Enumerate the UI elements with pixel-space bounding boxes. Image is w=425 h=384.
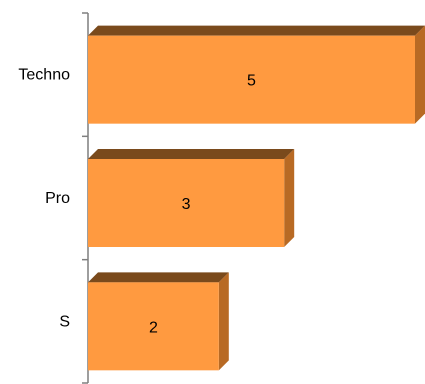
bar-side-face — [284, 149, 295, 247]
bar-value-label: 3 — [182, 196, 191, 213]
bar-top-face — [88, 25, 425, 36]
labels: 5 Techno 3 Pro 2 S — [18, 67, 256, 337]
bars — [88, 25, 425, 371]
category-label: Pro — [45, 190, 70, 207]
bar — [88, 282, 219, 371]
bar-side-face — [415, 25, 425, 124]
y-axis — [82, 12, 89, 384]
category-label: Techno — [18, 67, 70, 84]
bar-top-face — [88, 149, 295, 159]
bar-value-label: 2 — [149, 319, 158, 336]
bar-side-face — [218, 272, 229, 371]
bar — [88, 35, 415, 124]
category-label: S — [59, 313, 70, 330]
bar — [88, 159, 285, 247]
bar-top-face — [88, 272, 229, 283]
bar-value-label: 5 — [247, 73, 256, 90]
